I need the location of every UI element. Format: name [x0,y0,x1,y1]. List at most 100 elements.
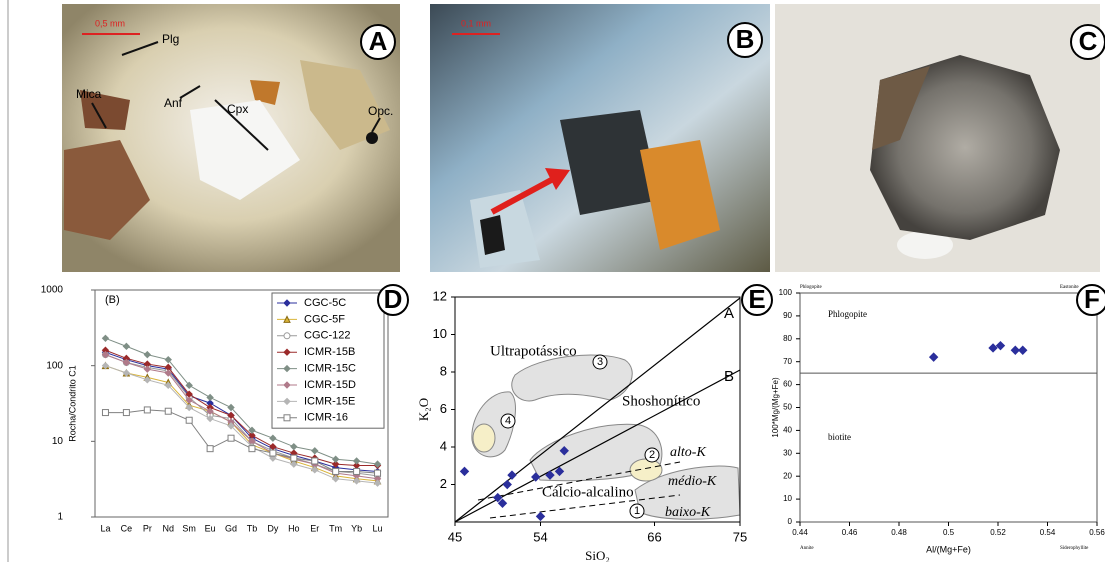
marker [102,335,108,341]
y-tick-label: 10 [52,436,64,447]
body: 0,5 mm Plg Mica Anf Cpx Opc. A 0,1 mm B … [0,0,1105,562]
point [996,342,1004,350]
point [537,512,545,520]
marker [228,435,234,441]
figure: 0,5 mm Plg Mica Anf Cpx Opc. A 0,1 mm B … [0,0,1105,562]
x-tick-label: La [100,523,110,533]
y-tick-label: 60 [783,380,792,389]
point [503,481,511,489]
x-axis-label: Al/(Mg+Fe) [926,544,971,554]
scale-label: 0,5 mm [95,18,125,28]
photo-a: 0,5 mm Plg Mica Anf Cpx Opc. A [62,4,400,272]
annotation: Cálcio-alcalino [542,484,634,500]
y-tick-label: 50 [783,403,792,412]
y-axis-label: K₂O [416,398,431,421]
point [508,471,516,479]
point [1019,346,1027,354]
x-tick-label: 0.48 [891,528,907,537]
page: Petrography and geochemistry figure {"ph… [0,0,1105,562]
y-tick-label: 40 [783,426,792,435]
photo-label: Anf [164,96,183,110]
x-tick-label: Tm [329,523,342,533]
y-axis-label: 100*Mg/(Mg+Fe) [771,377,780,438]
x-tick-label: 0.52 [990,528,1006,537]
annotation: Ultrapotássico [490,343,577,359]
y-tick-label: 2 [440,476,447,491]
annotation: Phlogopite [800,285,822,290]
charts: 1101001000LaCePrNdSmEuGdTbDyHoErTmYbLuRo… [41,284,1105,562]
x-tick-label: 0.44 [792,528,808,537]
x-tick-label: Sm [182,523,196,533]
y-tick-label: 1000 [41,285,64,296]
x-tick-label: 54 [533,529,547,544]
marker [144,352,150,358]
annotation: Eastonite [1060,285,1079,290]
scale-label: 0,1 mm [461,18,491,28]
x-tick-label: Nd [162,523,174,533]
legend-label: ICMR-15C [304,363,356,375]
annotation: 1 [634,505,640,517]
annotation: Annite [800,546,814,551]
x-tick-label: Tb [247,523,258,533]
panel-letter: A [369,26,388,56]
y-tick-label: 70 [783,357,792,366]
legend-label: ICMR-15B [304,346,355,358]
annotation: alto-K [670,445,706,460]
marker [207,446,213,452]
x-tick-label: 75 [733,529,747,544]
marker [312,458,318,464]
y-tick-label: 4 [440,438,447,453]
x-tick-label: Yb [351,523,362,533]
y-tick-label: 0 [788,517,793,526]
x-tick-label: Lu [373,523,383,533]
x-tick-label: 0.5 [943,528,955,537]
opaque [366,132,378,144]
field-shape [630,459,662,481]
marker [123,343,129,349]
marker [207,394,213,400]
y-tick-label: 20 [783,471,792,480]
marker [144,407,150,413]
marker [375,470,381,476]
y-axis-label: Rocha/Condrito C1 [67,365,77,442]
marker [354,468,360,474]
y-tick-label: 80 [783,334,792,343]
x-tick-label: Gd [225,523,237,533]
x-tick-label: Ce [121,523,133,533]
annotation: Siderophyllite [1060,546,1089,551]
x-tick-label: Dy [267,523,278,533]
annotation: 4 [505,415,511,427]
annotation: biotite [828,432,851,442]
point [499,499,507,507]
y-tick-label: 12 [433,288,447,303]
marker [186,417,192,423]
panel-letter: F [1084,284,1100,314]
panel-letter: E [748,284,765,314]
marker [333,456,339,462]
annotation: médio-K [668,474,717,489]
x-tick-label: 66 [647,529,661,544]
y-tick-label: 90 [783,311,792,320]
x-tick-label: Er [310,523,319,533]
photo-label: Cpx [227,102,248,116]
x-tick-label: Ho [288,523,300,533]
annotation: B [724,368,734,385]
panel-letter: D [384,284,403,314]
legend-marker [284,333,290,339]
panel-letter: B [736,24,755,54]
marker [270,435,276,441]
annotation: (B) [105,294,120,306]
y-tick-label: 100 [46,360,63,371]
photo-label: Plg [162,32,179,46]
x-axis-label: SiO₂ [585,548,610,562]
marker [249,446,255,452]
field-shape [473,424,495,452]
y-tick-label: 8 [440,363,447,378]
point [461,467,469,475]
plot-frame [800,293,1097,522]
x-tick-label: Eu [205,523,216,533]
annotation: Phlogopite [828,309,867,319]
annotation: 3 [597,356,603,368]
photo-label: Mica [76,87,102,101]
marker [291,444,297,450]
